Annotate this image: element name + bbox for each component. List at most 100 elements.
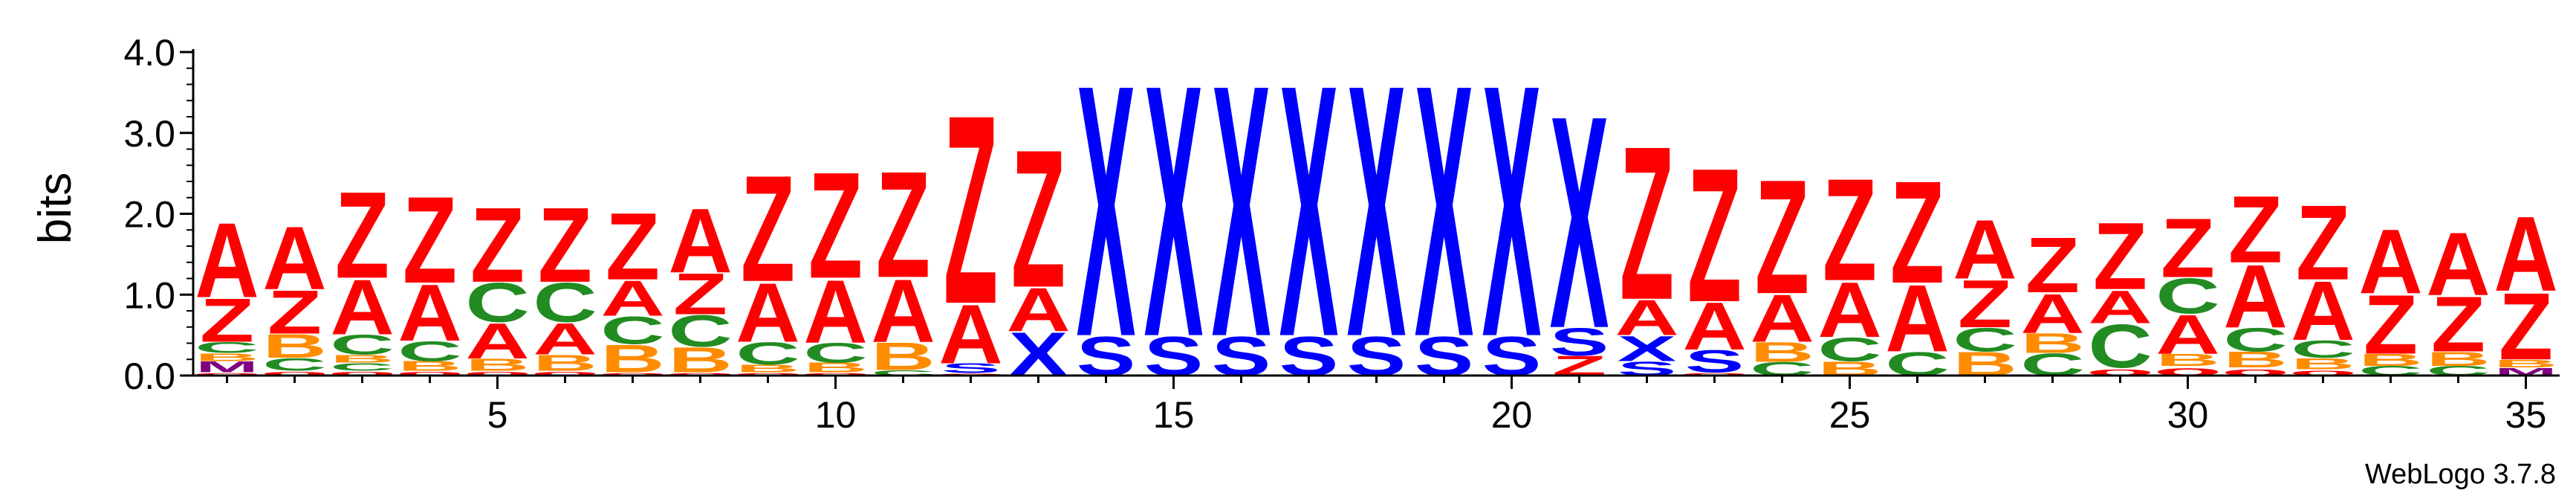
glyph-Z: Z (470, 184, 525, 304)
position-stack-13: XAZ (1006, 109, 1070, 389)
glyph-X: X (1618, 329, 1677, 369)
glyph-A: A (871, 261, 935, 361)
glyph-C: C (465, 271, 529, 335)
glyph-B: B (398, 358, 461, 373)
glyph-Z: Z (2228, 177, 2283, 283)
glyph-B: B (600, 337, 664, 381)
glyph-A: A (1750, 281, 1814, 356)
glyph-Z: Z (1890, 152, 1944, 315)
glyph-Z: Z (1823, 149, 1877, 312)
glyph-o: o (801, 372, 870, 377)
glyph-C: C (330, 329, 394, 361)
y-tick-label: 4.0 (123, 32, 175, 74)
glyph-A: A (2358, 210, 2422, 312)
glyph-A: A (668, 189, 732, 292)
glyph-o: o (733, 372, 802, 377)
glyph-X: X (1144, 10, 1204, 412)
glyph-B: B (871, 334, 935, 378)
glyph-A: A (803, 262, 867, 362)
glyph-Z: Z (944, 60, 998, 361)
glyph-B: B (195, 351, 259, 364)
glyph-o: o (463, 370, 532, 377)
glyph-Z: Z (538, 184, 592, 304)
y-axis-ticks: 0.0 1.0 2.0 3.0 4.0 (123, 32, 193, 397)
x-tick-label: 30 (2167, 394, 2209, 436)
x-tick-label: 20 (1491, 394, 1533, 436)
y-tick-label: 3.0 (123, 113, 175, 155)
glyph-stacks: oMBCZAoCBZAoCBCAZoBCAZoBACZoBACZoBCAZoBC… (192, 10, 2558, 412)
glyph-A: A (1682, 289, 1746, 364)
glyph-A: A (2020, 282, 2084, 345)
position-stack-15: SX (1144, 10, 1204, 412)
position-stack-21: ZSX (1550, 53, 1609, 392)
glyph-B: B (803, 361, 867, 376)
glyph-C: C (871, 368, 935, 377)
position-stack-17: SX (1279, 10, 1339, 412)
x-tick-label: 10 (815, 394, 857, 436)
glyph-Z: Z (2364, 278, 2418, 372)
position-stack-14: SX (1077, 10, 1136, 412)
glyph-B: B (1750, 336, 1814, 367)
glyph-Z: Z (741, 145, 795, 314)
glyph-Z: Z (2499, 274, 2553, 380)
glyph-Z: Z (876, 141, 930, 309)
glyph-Z: Z (2093, 204, 2147, 310)
glyph-A: A (2494, 193, 2557, 313)
glyph-o: o (598, 372, 667, 377)
glyph-A: A (262, 208, 326, 309)
y-tick-label: 2.0 (123, 194, 175, 236)
glyph-C: C (1953, 321, 2017, 359)
glyph-A: A (2291, 264, 2355, 358)
glyph-Z: Z (1011, 109, 1065, 329)
glyph-X: X (1550, 53, 1609, 392)
glyph-Z: Z (335, 166, 389, 304)
glyph-A: A (2223, 246, 2287, 347)
glyph-Z: Z (673, 262, 727, 327)
glyph-X: X (1212, 10, 1271, 412)
glyph-A: A (938, 288, 1002, 381)
glyph-o: o (531, 370, 600, 377)
glyph-C: C (262, 355, 326, 375)
glyph-C: C (195, 339, 259, 357)
glyph-A: A (330, 263, 394, 351)
glyph-A: A (2155, 303, 2219, 367)
position-stack-20: SX (1482, 10, 1542, 412)
glyph-B: B (2291, 355, 2355, 373)
position-stack-18: SX (1347, 10, 1407, 412)
glyph-B: B (668, 340, 732, 380)
weblogo-credit: WebLogo 3.7.8 (2365, 459, 2556, 490)
glyph-A: A (1953, 202, 2017, 296)
glyph-X: X (1077, 10, 1136, 412)
glyph-C: C (330, 361, 394, 373)
glyph-A: A (1885, 266, 1949, 373)
glyph-B: B (330, 352, 394, 365)
glyph-X: X (1347, 10, 1407, 412)
glyph-Z: Z (2296, 182, 2350, 302)
glyph-A: A (2088, 280, 2152, 333)
glyph-o: o (260, 370, 329, 377)
glyph-o: o (395, 370, 464, 377)
glyph-A: A (2426, 214, 2490, 315)
x-tick-label: 35 (2505, 394, 2547, 436)
glyph-Z: Z (2025, 221, 2080, 309)
glyph-B: B (262, 327, 326, 365)
glyph-Z: Z (1755, 146, 1809, 329)
position-stack-26: CAZ (1885, 152, 1949, 383)
